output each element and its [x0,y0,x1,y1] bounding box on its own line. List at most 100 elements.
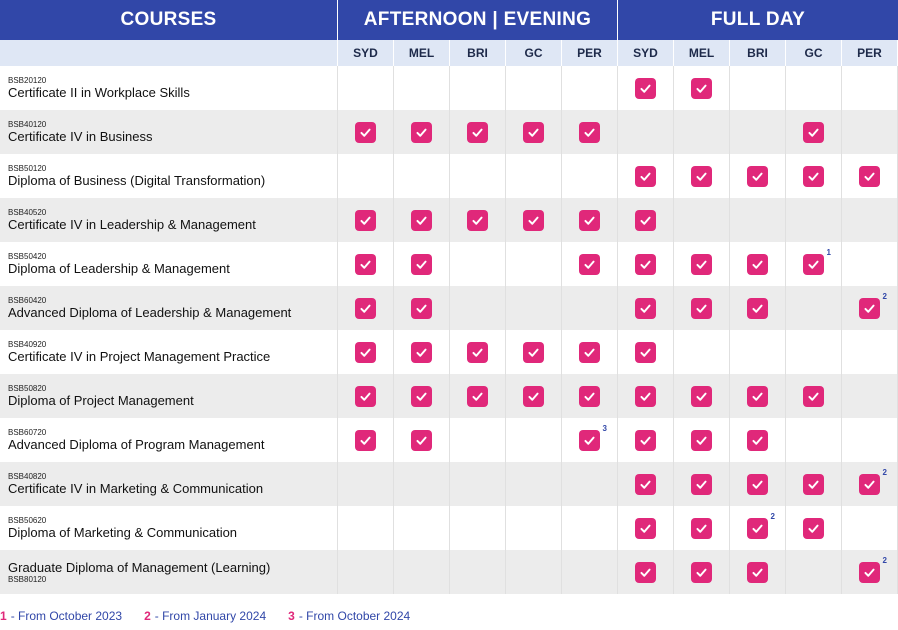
afternoon-evening-cell [338,198,394,242]
full-day-cell [674,462,730,506]
course-cell: BSB50620 Diploma of Marketing & Communica… [0,506,338,550]
full-day-cell [842,418,898,462]
afternoon-evening-cell [450,330,506,374]
check-icon [467,209,488,231]
check-icon [579,209,600,231]
course-cell: BSB50420 Diploma of Leadership & Manageme… [0,242,338,286]
afternoon-evening-cell [506,198,562,242]
check-icon [747,561,768,583]
full-day-cell [730,374,786,418]
course-name: Certificate IV in Project Management Pra… [8,349,271,364]
check-icon [355,429,376,451]
afternoon-evening-cell [562,154,618,198]
full-day-cell [730,286,786,330]
course-cell: BSB20120 Certificate II in Workplace Skil… [0,66,338,110]
course-code: BSB50820 [8,384,47,393]
afternoon-evening-cell [562,198,618,242]
full-day-cell [674,66,730,110]
afternoon-evening-cell [338,154,394,198]
legend-number: 3 [288,609,295,623]
location-header-bri: BRI [730,40,786,66]
check-icon [411,429,432,451]
afternoon-evening-cell [450,198,506,242]
full-day-cell [786,330,842,374]
afternoon-evening-cell [562,374,618,418]
check-icon [859,473,880,495]
full-day-header: FULL DAY [618,0,898,40]
afternoon-evening-cell [506,418,562,462]
full-day-cell [674,154,730,198]
course-name: Certificate IV in Leadership & Managemen… [8,217,256,232]
afternoon-evening-cell [338,242,394,286]
full-day-cell [842,374,898,418]
full-day-cell [730,154,786,198]
full-day-cell [618,374,674,418]
check-icon [579,429,600,451]
check-icon [635,341,656,363]
full-day-cell [786,286,842,330]
afternoon-evening-cell [506,506,562,550]
afternoon-evening-cell [450,550,506,594]
course-schedule-table: COURSES AFTERNOON | EVENING FULL DAY SYD… [0,0,898,594]
location-header-gc: GC [506,40,562,66]
full-day-cell [674,550,730,594]
course-cell: BSB50820 Diploma of Project Management [0,374,338,418]
afternoon-evening-header: AFTERNOON | EVENING [338,0,618,40]
check-icon [859,297,880,319]
full-day-cell [842,110,898,154]
full-day-cell [618,66,674,110]
check-icon [523,209,544,231]
check-icon [803,165,824,187]
check-icon [635,517,656,539]
check-icon [691,429,712,451]
afternoon-evening-cell [338,550,394,594]
check-icon [635,77,656,99]
course-code: BSB40120 [8,120,47,129]
afternoon-evening-cell: 3 [562,418,618,462]
location-header-per: PER [562,40,618,66]
course-code: BSB80120 [8,575,47,584]
afternoon-evening-cell [394,418,450,462]
course-cell: BSB60420 Advanced Diploma of Leadership &… [0,286,338,330]
course-code: BSB60720 [8,428,47,437]
full-day-cell [618,330,674,374]
check-icon [691,297,712,319]
afternoon-evening-cell [450,374,506,418]
full-day-cell [674,198,730,242]
check-icon [635,473,656,495]
afternoon-evening-cell [506,330,562,374]
location-header-mel: MEL [674,40,730,66]
check-icon [635,209,656,231]
location-header-bri: BRI [450,40,506,66]
check-icon [691,385,712,407]
afternoon-evening-cell [450,506,506,550]
check-icon [523,385,544,407]
check-icon [635,165,656,187]
full-day-cell [618,154,674,198]
check-icon [635,561,656,583]
afternoon-evening-cell [450,154,506,198]
course-name: Graduate Diploma of Management (Learning… [8,560,271,575]
check-icon [411,209,432,231]
check-icon [691,253,712,275]
course-name: Advanced Diploma of Leadership & Managem… [8,305,292,320]
afternoon-evening-cell [394,66,450,110]
afternoon-evening-cell [338,110,394,154]
course-cell: BSB40820 Certificate IV in Marketing & Co… [0,462,338,506]
check-icon [411,253,432,275]
check-icon [411,121,432,143]
afternoon-evening-cell [562,66,618,110]
full-day-cell [730,330,786,374]
full-day-cell [730,110,786,154]
check-icon [355,341,376,363]
footnote-legend: 1- From October 2023 2- From January 2024… [0,606,410,626]
legend-item: 1- From October 2023 [0,609,122,623]
afternoon-evening-cell [394,374,450,418]
full-day-cell [674,110,730,154]
afternoon-evening-cell [506,110,562,154]
footnote-marker: 2 [882,292,887,301]
afternoon-evening-cell [338,506,394,550]
course-cell: BSB80120 Graduate Diploma of Management (… [0,550,338,594]
check-icon [579,121,600,143]
course-name: Certificate II in Workplace Skills [8,85,190,100]
